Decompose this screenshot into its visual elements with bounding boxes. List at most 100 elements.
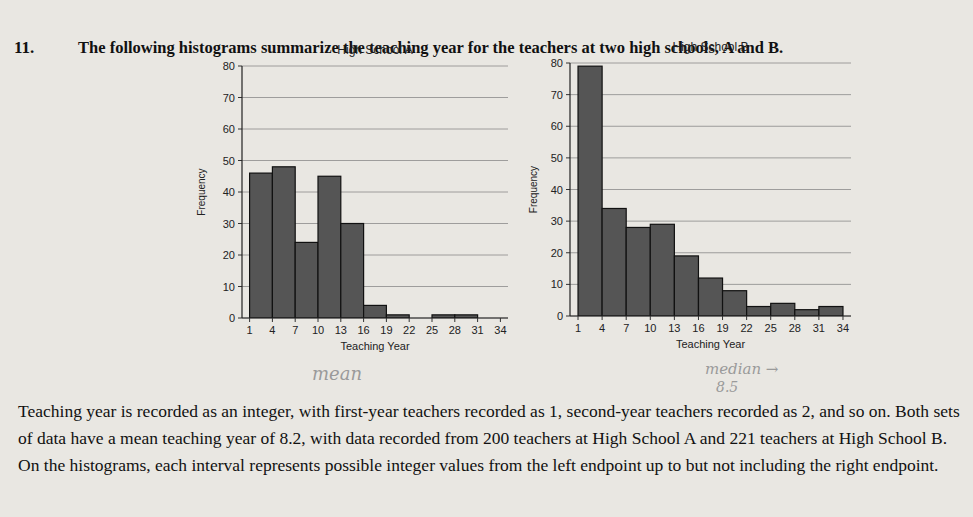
x-tick-label: 10 (644, 322, 656, 334)
x-tick-label: 19 (716, 322, 728, 334)
handwritten-note: median → (705, 360, 779, 378)
bar (698, 278, 722, 316)
histogram: High School B010203040506070801471013161… (528, 40, 851, 350)
x-tick-label: 25 (426, 324, 438, 336)
x-axis-label: Teaching Year (340, 340, 409, 352)
bar (795, 310, 819, 316)
x-axis (570, 315, 851, 316)
y-axis (569, 63, 570, 316)
grid-line (570, 189, 851, 190)
y-tick-label: 40 (551, 184, 563, 196)
bar (272, 167, 295, 318)
y-tick-label: 10 (223, 281, 235, 293)
x-tick-label: 16 (357, 324, 369, 336)
bar (747, 307, 771, 316)
x-tick (746, 316, 747, 320)
y-tick-label: 0 (229, 312, 235, 324)
x-tick-label: 31 (471, 324, 483, 336)
bar (602, 208, 626, 316)
x-tick (818, 316, 819, 320)
x-tick-label: 16 (692, 322, 704, 334)
question-number: 11. (14, 38, 34, 58)
bar (295, 242, 318, 318)
grid-line (242, 129, 508, 130)
chart-title: High School B (672, 40, 748, 54)
bar (578, 66, 602, 316)
bar (250, 173, 273, 318)
question-body: Teaching year is recorded as an integer,… (18, 398, 963, 479)
bar (364, 305, 387, 318)
x-tick-label: 1 (575, 322, 581, 334)
x-tick-label: 13 (668, 322, 680, 334)
x-tick (409, 318, 410, 322)
x-tick-label: 10 (312, 324, 324, 336)
bar (819, 307, 843, 316)
chart-title: High School A (337, 43, 412, 57)
handwritten-note: mean (312, 363, 362, 384)
x-tick (674, 316, 675, 320)
x-tick (650, 316, 651, 320)
y-axis (241, 66, 242, 318)
x-tick (386, 318, 387, 322)
y-tick-label: 30 (551, 215, 563, 227)
y-tick-label: 60 (551, 120, 563, 132)
y-tick-label: 80 (551, 57, 563, 69)
x-tick (432, 318, 433, 322)
x-tick-label: 7 (623, 322, 629, 334)
x-tick (363, 318, 364, 322)
page: 11. The following histograms summarize t… (0, 0, 973, 517)
x-tick (272, 318, 273, 322)
x-tick (249, 318, 250, 322)
bar (626, 227, 650, 316)
bar (341, 224, 364, 319)
x-tick (500, 318, 501, 322)
x-tick (454, 318, 455, 322)
x-tick (477, 318, 478, 322)
x-tick (794, 316, 795, 320)
y-tick-label: 70 (223, 92, 235, 104)
grid-line (242, 97, 508, 98)
grid-line (570, 126, 851, 127)
y-axis-label: Frequency (196, 168, 207, 215)
y-tick-label: 50 (551, 152, 563, 164)
x-tick (698, 316, 699, 320)
y-tick-label: 80 (223, 60, 235, 72)
histogram: High School A010203040506070801471013161… (196, 43, 508, 352)
x-tick-label: 34 (837, 322, 849, 334)
bar (771, 303, 795, 316)
grid-line (570, 316, 851, 317)
x-tick (842, 316, 843, 320)
y-tick-label: 70 (551, 89, 563, 101)
y-tick-label: 30 (223, 218, 235, 230)
x-tick-label: 28 (789, 322, 801, 334)
y-axis-label: Frequency (528, 166, 539, 213)
bar (674, 256, 698, 316)
x-tick (295, 318, 296, 322)
x-tick-label: 22 (403, 324, 415, 336)
bar (650, 224, 674, 316)
y-tick-label: 60 (223, 123, 235, 135)
bars (578, 66, 843, 316)
bars (250, 167, 478, 318)
x-tick-label: 4 (599, 322, 605, 334)
bar (723, 291, 747, 316)
x-tick-label: 34 (494, 324, 506, 336)
x-tick-label: 13 (335, 324, 347, 336)
grid-line (242, 318, 508, 319)
x-tick (602, 316, 603, 320)
x-tick (340, 318, 341, 322)
grid-line (242, 66, 508, 67)
grid-line (242, 160, 508, 161)
x-tick-label: 19 (380, 324, 392, 336)
y-tick-label: 40 (223, 186, 235, 198)
x-tick-label: 25 (765, 322, 777, 334)
y-tick-label: 0 (557, 310, 563, 322)
y-tick-label: 50 (223, 155, 235, 167)
x-tick (722, 316, 723, 320)
y-tick-label: 20 (223, 249, 235, 261)
bar (318, 176, 341, 318)
grid-line (570, 94, 851, 95)
x-axis (242, 317, 508, 318)
x-tick-label: 7 (292, 324, 298, 336)
x-tick-label: 28 (449, 324, 461, 336)
